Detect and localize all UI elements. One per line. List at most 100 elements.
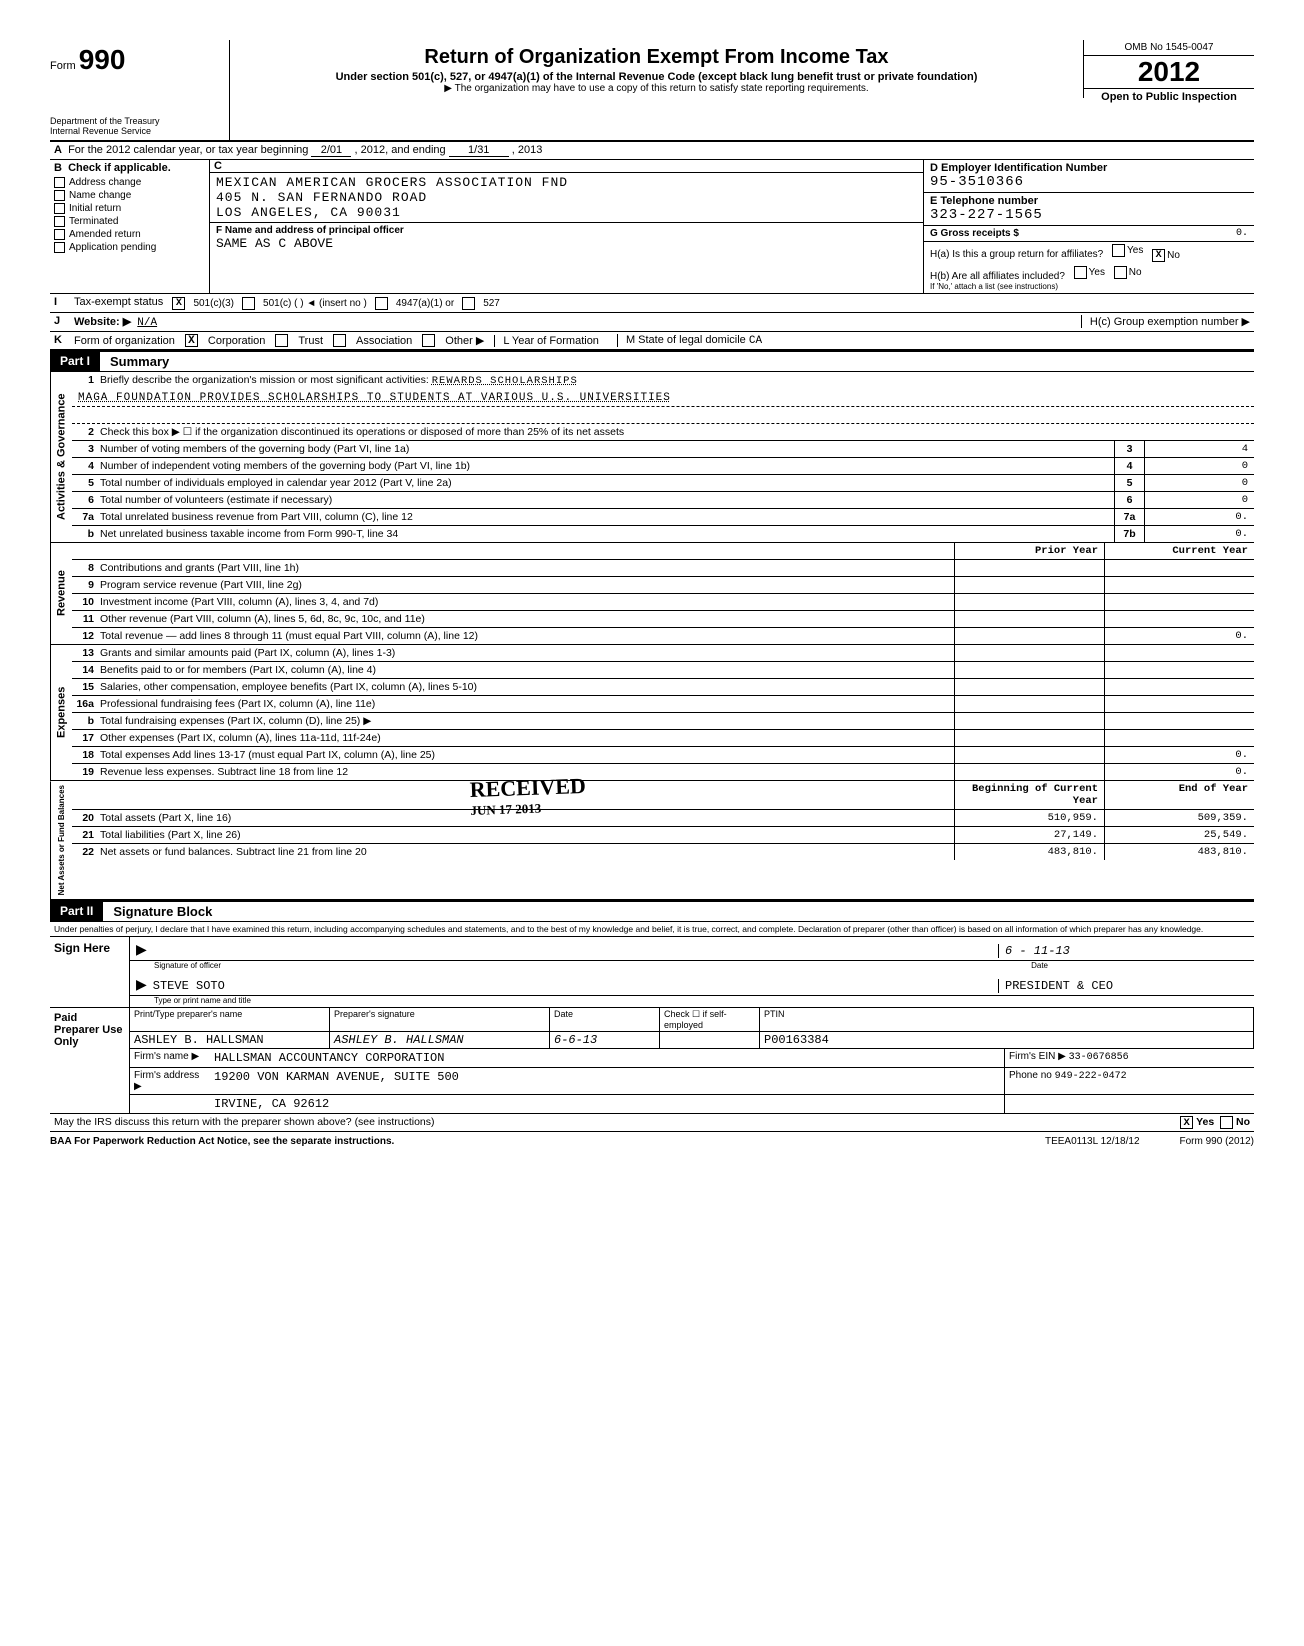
line-text: Net unrelated business taxable income fr… bbox=[96, 526, 1114, 542]
opt-527: 527 bbox=[483, 298, 500, 309]
line-text: Number of independent voting members of … bbox=[96, 458, 1114, 474]
chk-501c[interactable] bbox=[242, 297, 255, 310]
form-title: Return of Organization Exempt From Incom… bbox=[240, 46, 1073, 69]
current-val bbox=[1104, 713, 1254, 729]
line-num: 3 bbox=[72, 441, 96, 457]
phone-label: Phone no bbox=[1009, 1070, 1052, 1081]
chk-amended[interactable] bbox=[54, 229, 65, 240]
ha-no[interactable]: X bbox=[1152, 249, 1165, 262]
chk-name-change[interactable] bbox=[54, 190, 65, 201]
line-text: Total number of individuals employed in … bbox=[96, 475, 1114, 491]
officer-title-label: Type or print name and title bbox=[130, 996, 1254, 1007]
hb-yes[interactable] bbox=[1074, 266, 1087, 279]
discuss-no-label: No bbox=[1236, 1116, 1250, 1129]
footer-form: Form 990 (2012) bbox=[1180, 1136, 1254, 1147]
hb-no[interactable] bbox=[1114, 266, 1127, 279]
discuss-row: May the IRS discuss this return with the… bbox=[50, 1114, 1254, 1132]
hc-label: H(c) Group exemption number ▶ bbox=[1081, 315, 1250, 328]
current-val bbox=[1104, 645, 1254, 661]
firm-phone: 949-222-0472 bbox=[1055, 1071, 1127, 1082]
line-text: Other revenue (Part VIII, column (A), li… bbox=[96, 611, 954, 627]
m-label: M State of legal domicile bbox=[626, 334, 746, 346]
preparer-name: ASHLEY B. HALLSMAN bbox=[130, 1032, 330, 1049]
row-j: J Website: ▶ N/A H(c) Group exemption nu… bbox=[50, 313, 1254, 332]
tax-year-begin: 2/01 bbox=[311, 144, 351, 157]
prior-val bbox=[954, 747, 1104, 763]
f-label: F Name and address of principal officer bbox=[216, 225, 404, 236]
line-text: Program service revenue (Part VIII, line… bbox=[96, 577, 954, 593]
line-box: 7a bbox=[1114, 509, 1144, 525]
sign-here-block: Sign Here ▶ 6 - 11-13 Signature of offic… bbox=[50, 937, 1254, 1008]
line-text: Total number of volunteers (estimate if … bbox=[96, 492, 1114, 508]
f-value: SAME AS C ABOVE bbox=[216, 236, 333, 251]
chk-other[interactable] bbox=[422, 334, 435, 347]
header-block: B Check if applicable. Address change Na… bbox=[50, 160, 1254, 294]
row-k-text: Form of organization bbox=[74, 335, 175, 347]
discuss-no[interactable] bbox=[1220, 1116, 1233, 1129]
chk-4947[interactable] bbox=[375, 297, 388, 310]
chk-initial-return[interactable] bbox=[54, 203, 65, 214]
officer-title: PRESIDENT & CEO bbox=[998, 979, 1248, 993]
line-val: 0 bbox=[1144, 458, 1254, 474]
netassets-block: Net Assets or Fund Balances Beginning of… bbox=[50, 781, 1254, 900]
chk-assoc[interactable] bbox=[333, 334, 346, 347]
line-text: Total fundraising expenses (Part IX, col… bbox=[96, 713, 954, 729]
begin-val: 510,959. bbox=[954, 810, 1104, 826]
prior-val bbox=[954, 645, 1104, 661]
line-text: Check this box ▶ ☐ if the organization d… bbox=[96, 424, 1254, 440]
line-num: 4 bbox=[72, 458, 96, 474]
firm-name-label: Firm's name ▶ bbox=[130, 1049, 210, 1067]
line-num: 20 bbox=[72, 810, 96, 826]
chk-app-pending[interactable] bbox=[54, 242, 65, 253]
prior-val bbox=[954, 764, 1104, 780]
line-val: 4 bbox=[1144, 441, 1254, 457]
line-num: 7a bbox=[72, 509, 96, 525]
chk-address-change[interactable] bbox=[54, 177, 65, 188]
line-box: 5 bbox=[1114, 475, 1144, 491]
current-val: 0. bbox=[1104, 747, 1254, 763]
row-i-label: I bbox=[50, 294, 70, 312]
col-c: C MEXICAN AMERICAN GROCERS ASSOCIATION F… bbox=[210, 160, 924, 293]
prior-val bbox=[954, 611, 1104, 627]
lbl-yes: Yes bbox=[1127, 245, 1143, 256]
col-b-header: Check if applicable. bbox=[68, 162, 171, 174]
part2-title: Signature Block bbox=[103, 902, 222, 921]
line-num: 17 bbox=[72, 730, 96, 746]
ha-yes[interactable] bbox=[1112, 244, 1125, 257]
paid-col1: Preparer's signature bbox=[330, 1008, 550, 1032]
form-number: 990 bbox=[79, 44, 126, 75]
firm-ein-label: Firm's EIN ▶ bbox=[1009, 1051, 1066, 1062]
chk-501c3[interactable]: X bbox=[172, 297, 185, 310]
col-c-header: C bbox=[210, 160, 923, 173]
line-box: 3 bbox=[1114, 441, 1144, 457]
sig-officer-label: Signature of officer bbox=[154, 961, 221, 970]
end-year-hdr: End of Year bbox=[1104, 781, 1254, 809]
ha-label: H(a) Is this a group return for affiliat… bbox=[930, 249, 1103, 260]
chk-527[interactable] bbox=[462, 297, 475, 310]
line-text: Investment income (Part VIII, column (A)… bbox=[96, 594, 954, 610]
chk-terminated[interactable] bbox=[54, 216, 65, 227]
line-text: Benefits paid to or for members (Part IX… bbox=[96, 662, 954, 678]
current-val: 0. bbox=[1104, 764, 1254, 780]
line-num: 9 bbox=[72, 577, 96, 593]
row-a: A For the 2012 calendar year, or tax yea… bbox=[50, 142, 1254, 160]
row-j-text: Website: ▶ bbox=[74, 316, 131, 328]
footer-code: TEEA0113L 12/18/12 bbox=[1045, 1136, 1140, 1147]
jurat: Under penalties of perjury, I declare th… bbox=[50, 922, 1254, 937]
received-text: RECEIVED bbox=[469, 773, 586, 803]
revenue-block: Revenue Prior Year Current Year 8 Contri… bbox=[50, 543, 1254, 645]
current-val bbox=[1104, 594, 1254, 610]
prior-val bbox=[954, 730, 1104, 746]
line-val: 0 bbox=[1144, 492, 1254, 508]
prior-year-hdr: Prior Year bbox=[954, 543, 1104, 559]
current-val bbox=[1104, 611, 1254, 627]
footer: BAA For Paperwork Reduction Act Notice, … bbox=[50, 1132, 1254, 1151]
tax-year-end-y: , 2013 bbox=[512, 144, 543, 156]
line-text: Grants and similar amounts paid (Part IX… bbox=[96, 645, 954, 661]
chk-trust[interactable] bbox=[275, 334, 288, 347]
chk-corp[interactable]: X bbox=[185, 334, 198, 347]
line-num: 13 bbox=[72, 645, 96, 661]
line-val: 0. bbox=[1144, 509, 1254, 525]
discuss-yes[interactable]: X bbox=[1180, 1116, 1193, 1129]
line-text: Number of voting members of the governin… bbox=[96, 441, 1114, 457]
